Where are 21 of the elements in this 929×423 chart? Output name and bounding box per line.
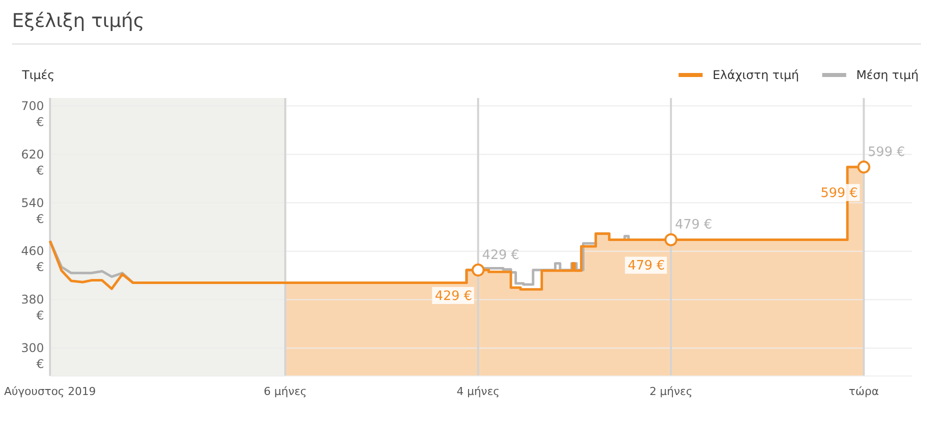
x-tick-label: τώρα (848, 385, 879, 398)
y-tick-label: 460 € (21, 244, 44, 274)
x-tick-label: Αύγουστος 2019 (4, 385, 96, 398)
y-tick-label: 620 € (21, 147, 44, 178)
x-tick-label: 6 μήνες (264, 385, 307, 398)
y-tick-label: 700 € (21, 98, 44, 129)
annotation: 599 € (820, 186, 858, 202)
x-tick-label: 4 μήνες (456, 385, 500, 398)
y-tick-label: 380 € (21, 292, 44, 323)
y-tick-label: 540 € (21, 196, 44, 226)
chart-title: Εξέλιξη τιμής (12, 10, 144, 32)
annotation: 429 € (434, 289, 472, 304)
x-tick-label: 2 μήνες (649, 385, 692, 398)
annotation: 479 € (674, 218, 712, 233)
legend-label: Μέση τιμή (856, 68, 919, 82)
y-axis-title: Τιμές (21, 68, 55, 82)
annotation: 599 € (868, 145, 906, 160)
y-tick-label: 300 € (21, 341, 44, 372)
annotation: 479 € (628, 258, 665, 274)
legend-label: Ελάχιστη τιμή (712, 68, 799, 82)
annotation: 429 € (482, 248, 520, 264)
